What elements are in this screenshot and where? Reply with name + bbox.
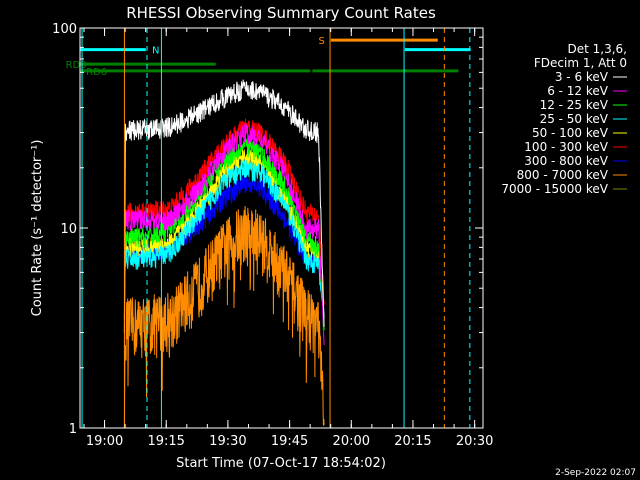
x-tick-label: 20:15 [394, 434, 431, 449]
x-tick-label: 19:15 [147, 434, 184, 449]
legend-label: 300 - 800 keV [524, 154, 608, 168]
flag-label: RD0 [66, 60, 87, 71]
legend-label: 7000 - 15000 keV [501, 182, 608, 196]
series-line [123, 135, 325, 333]
x-tick-label: 19:45 [271, 434, 308, 449]
series-line [123, 123, 325, 349]
footer-date: 2-Sep-2022 02:07 [555, 468, 636, 478]
flag-label: S [319, 36, 325, 47]
legend-label: 50 - 100 keV [532, 126, 609, 140]
plot-data [123, 79, 325, 429]
y-tick-label: 1 [69, 422, 77, 437]
legend-header: Det 1,3,6, [568, 42, 628, 56]
chart-title: RHESSI Observing Summary Count Rates [126, 4, 436, 22]
legend-label: 12 - 25 keV [540, 98, 609, 112]
x-tick-label: 19:00 [86, 434, 123, 449]
legend-label: 6 - 12 keV [547, 84, 609, 98]
y-tick-label: 10 [60, 222, 77, 237]
flag-label: RD6 [86, 67, 107, 78]
legend-label: 100 - 300 keV [524, 140, 608, 154]
y-axis-label: Count Rate (s⁻¹ detector⁻¹) [30, 140, 45, 317]
x-axis-label: Start Time (07-Oct-17 18:54:02) [176, 456, 386, 471]
series-line [123, 205, 325, 429]
series-line [123, 159, 325, 320]
axes-layer: 19:00 19:15 19:30 19:45 20:00 20:15 20:30 1 10 10… [52, 22, 493, 449]
series-line [123, 79, 325, 333]
x-tick-label: 20:30 [456, 434, 493, 449]
x-tick-label: 20:00 [333, 434, 370, 449]
y-tick-label: 100 [52, 22, 77, 37]
legend-label: 3 - 6 keV [555, 70, 609, 84]
legend-label: 800 - 7000 keV [517, 168, 609, 182]
flag-label: N [152, 46, 159, 57]
x-tick-label: 19:30 [209, 434, 246, 449]
legend-label: 25 - 50 keV [540, 112, 609, 126]
legend-header: FDecim 1, Att 0 [534, 56, 627, 70]
